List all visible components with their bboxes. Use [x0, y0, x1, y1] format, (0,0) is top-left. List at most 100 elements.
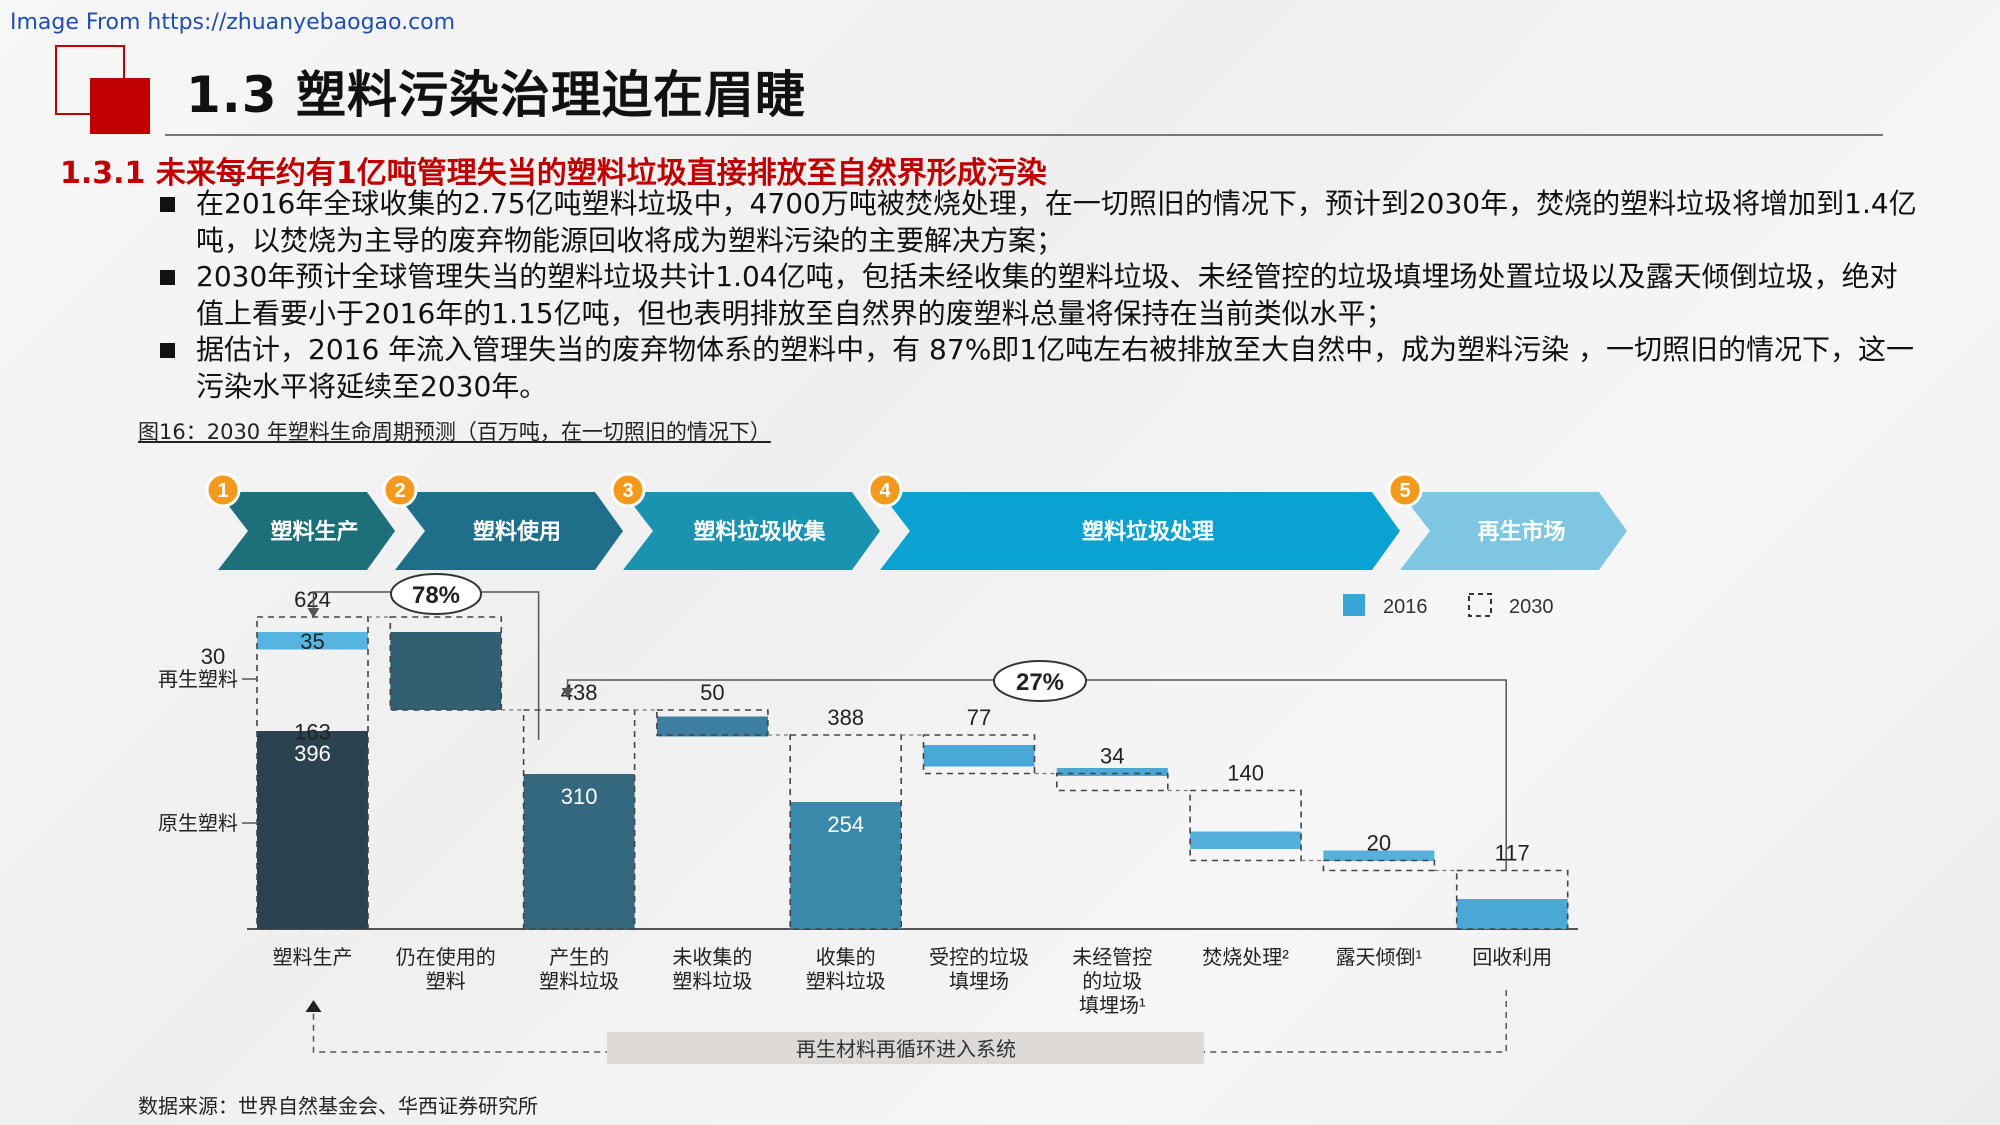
stage-label: 塑料垃圾处理 [1082, 519, 1214, 544]
segment-label: 再生塑料 [158, 668, 238, 691]
bar-2030-outline [789, 734, 903, 930]
stage-label: 塑料生产 [270, 519, 358, 544]
bar-2016 [523, 774, 635, 929]
segment-label: 原生塑料 [158, 812, 238, 835]
category-label: 未经管控 [1072, 946, 1152, 969]
category-label: 受控的垃圾 [929, 946, 1029, 969]
annotation-27-text: 27% [1016, 669, 1064, 696]
bar-2016 [1323, 850, 1435, 861]
stage-number: 3 [622, 480, 633, 502]
annotation-line-27 [566, 679, 1507, 870]
bar-2030-outline [656, 709, 769, 736]
legend-swatch [1343, 594, 1365, 616]
bullet-text: 在2016年全球收集的2.75亿吨塑料垃圾中，4700万吨被焚烧处理，在一切照旧… [196, 187, 1917, 257]
stage-number-badge [205, 472, 241, 508]
loop-label-box [607, 1032, 1204, 1064]
category-label: 产生的 [549, 946, 609, 969]
logo-square [90, 78, 150, 134]
square-bullet-icon [160, 343, 175, 358]
bar-2030-outline [1056, 772, 1169, 792]
bar-2016 [1056, 768, 1168, 776]
legend-label: 2030 [1509, 596, 1554, 618]
title-divider [165, 134, 1883, 136]
category-label: 填埋场¹ [1079, 994, 1146, 1017]
stage-label: 塑料垃圾收集 [693, 519, 826, 544]
category-label: 未收集的 [672, 946, 752, 969]
category-label: 的垃圾 [1082, 970, 1142, 993]
category-label: 塑料垃圾 [672, 970, 752, 993]
bar-2030-value: 20 [1367, 831, 1391, 856]
stage-number: 1 [217, 480, 228, 502]
section-subtitle: 1.3.1 未来每年约有1亿吨管理失当的塑料垃圾直接排放至自然界形成污染 [60, 156, 1047, 191]
bar-2016 [257, 731, 368, 929]
bar-2030-outline [389, 616, 503, 711]
extra-value-label: 30 [201, 644, 225, 669]
stage-chevron [218, 492, 395, 570]
annotation-bubble [993, 660, 1087, 702]
bar-2030-outline [1189, 789, 1302, 862]
bar-2030-value: 117 [1495, 841, 1530, 866]
stage-chevron [1400, 492, 1627, 570]
page-title: 1.3 塑料污染治理迫在眉睫 [186, 66, 806, 124]
bullet-list: 在2016年全球收集的2.75亿吨塑料垃圾中，4700万吨被焚烧处理，在一切照旧… [160, 186, 1920, 405]
bar-2030-value: 77 [967, 705, 991, 730]
stage-chevron [880, 492, 1400, 570]
stage-chevron [623, 492, 880, 570]
bar-2016 [656, 716, 768, 737]
stage-label: 塑料使用 [473, 519, 561, 544]
category-label: 焚烧处理² [1202, 946, 1289, 969]
legend-swatch [1468, 593, 1492, 617]
annotation-78-text: 78% [412, 582, 460, 609]
annotation-bubble [390, 573, 482, 615]
category-label: 收集的 [816, 946, 876, 969]
category-label: 塑料 [426, 970, 466, 993]
bar-value-label: 35 [300, 629, 324, 654]
stage-number: 4 [879, 480, 891, 502]
watermark: Image From https://zhuanyebaogao.com [10, 10, 456, 35]
square-bullet-icon [160, 270, 175, 285]
stage-number-badge [1387, 472, 1423, 508]
stage-number: 5 [1399, 480, 1410, 502]
annotation-arrow [307, 608, 320, 618]
bar-2030-outline [1455, 869, 1569, 930]
bar-2016 [1456, 899, 1568, 929]
bullet-item: 在2016年全球收集的2.75亿吨塑料垃圾中，4700万吨被焚烧处理，在一切照旧… [160, 186, 1920, 259]
recycle-loop-arrow [305, 1000, 322, 1012]
bar-2030-outline [522, 709, 636, 930]
category-label: 露天倾倒¹ [1336, 946, 1423, 969]
bar-2030-value: 50 [700, 680, 724, 705]
stage-number-badge [382, 472, 418, 508]
bar-value-label: 310 [561, 784, 598, 809]
bar-2016 [390, 632, 502, 710]
bar-2030-value: 34 [1100, 744, 1124, 769]
stage-number-badge [867, 472, 903, 508]
category-label: 塑料垃圾 [806, 970, 886, 993]
category-label: 回收利用 [1472, 946, 1552, 969]
bar-2030-outline [922, 734, 1036, 775]
category-label: 塑料垃圾 [539, 970, 619, 993]
bar-2030-outline [256, 616, 369, 930]
bullet-item: 据估计，2016 年流入管理失当的废弃物体系的塑料中，有 87%即1亿吨左右被排… [160, 332, 1920, 405]
category-label: 填埋场 [949, 970, 1009, 993]
bar-value-label: 254 [827, 812, 864, 837]
bar-2030-value: 140 [1227, 761, 1264, 786]
figure-caption: 图16：2030 年塑料生命周期预测（百万吨，在一切照旧的情况下） [138, 420, 771, 444]
stage-label: 再生市场 [1477, 519, 1565, 544]
bar-2016 [790, 802, 902, 929]
bar-2016 [257, 632, 368, 650]
loop-label: 再生材料再循环进入系统 [796, 1038, 1016, 1061]
stage-chevron [395, 492, 623, 570]
legend-label: 2016 [1383, 596, 1428, 618]
bullet-text: 2030年预计全球管理失当的塑料垃圾共计1.04亿吨，包括未经收集的塑料垃圾、未… [196, 260, 1898, 330]
stage-number-badge [610, 472, 646, 508]
stage-number: 2 [394, 480, 405, 502]
bullet-item: 2030年预计全球管理失当的塑料垃圾共计1.04亿吨，包括未经收集的塑料垃圾、未… [160, 259, 1920, 332]
bar-value-label: 396 [294, 741, 331, 766]
square-bullet-icon [160, 197, 175, 212]
bar-2030-outline [1322, 859, 1436, 872]
bar-2030-value: 624 [294, 587, 331, 612]
category-label: 塑料生产 [273, 946, 353, 969]
data-source: 数据来源：世界自然基金会、华西证券研究所 [138, 1094, 538, 1118]
extra-value-label: 163 [294, 720, 331, 745]
